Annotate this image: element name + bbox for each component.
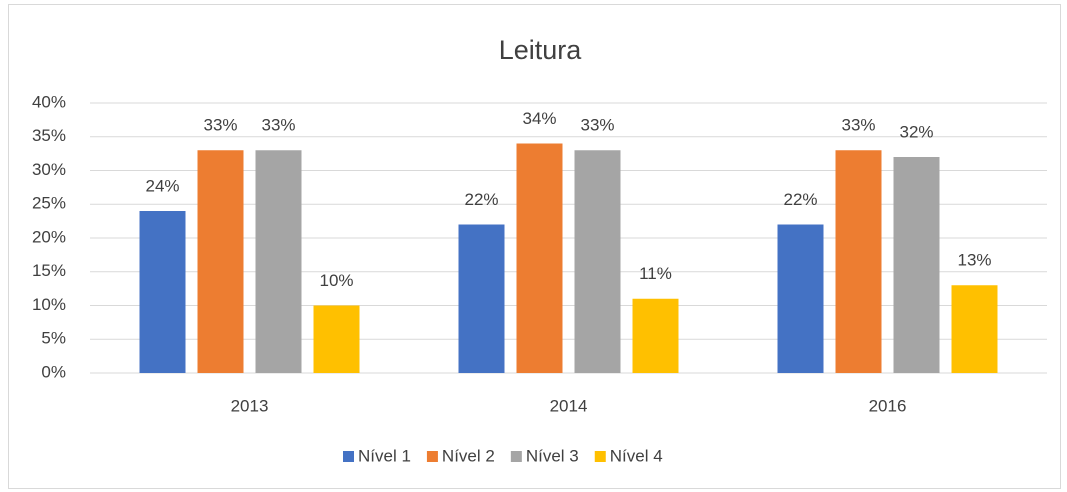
legend-swatch [343,451,354,462]
y-tick-label: 5% [41,329,66,348]
y-tick-label: 20% [32,227,66,246]
data-label: 22% [783,190,817,209]
chart-title: Leitura [499,35,583,65]
bar [516,143,563,373]
y-tick-label: 30% [32,160,66,179]
bar [777,224,824,373]
data-label: 33% [841,116,875,135]
bar [835,150,882,373]
y-tick-label: 35% [32,126,66,145]
y-tick-label: 40% [32,92,66,111]
legend-label: Nível 1 [358,446,411,465]
bar [458,224,505,373]
legend-label: Nível 3 [526,446,579,465]
bar [893,157,940,373]
legend-swatch [510,451,522,462]
bar [197,150,244,373]
y-tick-label: 25% [32,194,66,213]
data-label: 24% [145,176,179,195]
x-tick-label: 2013 [231,396,269,415]
bar [139,211,186,373]
y-tick-label: 15% [32,261,66,280]
data-label: 22% [464,190,498,209]
bar [255,150,302,373]
data-label: 32% [899,122,933,141]
bar [632,298,679,373]
data-label: 34% [522,109,556,128]
data-label: 33% [203,116,237,135]
bar [574,150,621,373]
legend-swatch [426,451,438,462]
y-tick-label: 10% [32,295,66,314]
data-label: 13% [957,251,991,270]
x-tick-label: 2016 [869,396,907,415]
data-label: 10% [319,271,353,290]
legend-label: Nível 2 [442,446,495,465]
legend-label: Nível 4 [610,446,663,465]
y-tick-label: 0% [41,362,66,381]
data-label: 11% [639,264,672,283]
data-label: 33% [580,116,614,135]
bar [951,285,998,373]
bar [313,305,360,373]
x-tick-label: 2014 [550,396,588,415]
legend-swatch [594,451,606,462]
data-label: 33% [261,116,295,135]
